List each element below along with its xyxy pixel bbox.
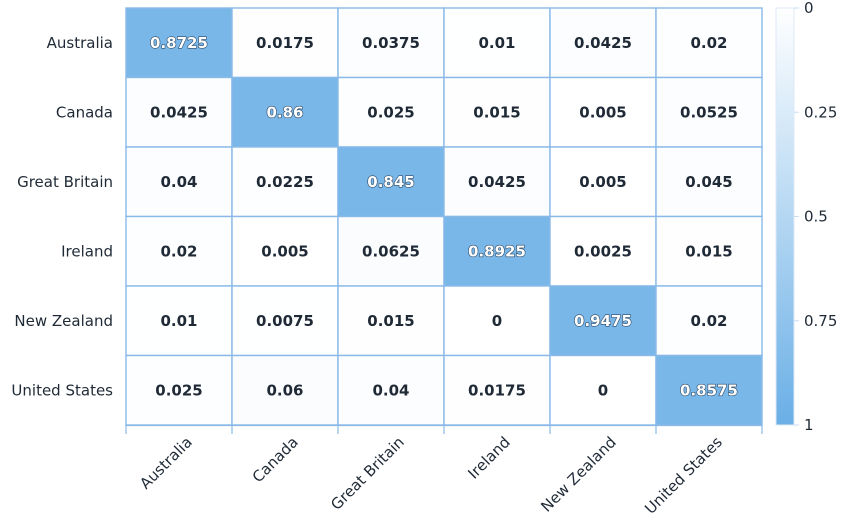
cell-value-label: 0.0225 [256,173,314,191]
x-axis-label: United States [641,433,726,518]
cell-value-label: 0 [492,312,502,330]
cell-value-label: 0.015 [367,312,414,330]
heatmap-cell [125,215,233,287]
cell-value-label: 0.005 [261,242,308,260]
y-axis-label: United States [11,381,113,399]
cell-value-label: 0.845 [367,173,414,191]
legend-tick-label: 0.25 [804,103,837,121]
heatmap-cell [231,7,339,79]
cell-value-label: 0.0625 [362,242,420,260]
cell-value-label: 0.0525 [680,103,738,121]
cell-value-label: 0.06 [266,381,303,399]
cell-value-label: 0.86 [266,103,303,121]
cell-value-label: 0.005 [579,103,626,121]
heatmap-cell [231,146,339,218]
heatmap-cell [655,215,763,287]
cell-value-label: 0.02 [690,34,727,52]
y-axis-label: Canada [56,103,113,121]
heatmap-cell [655,146,763,218]
legend-tick-label: 0.5 [804,208,828,226]
legend-tick-label: 0 [804,0,814,17]
cell-value-label: 0.0175 [256,34,314,52]
heatmap-cell [231,76,339,148]
x-axis-label: Great Britain [327,433,408,514]
heatmap-cell [125,354,233,426]
cell-value-label: 0 [598,381,608,399]
cell-value-label: 0.04 [372,381,409,399]
heatmap-cell [443,146,551,218]
x-axis-label: New Zealand [537,433,619,515]
heatmap-cell [337,215,445,287]
y-axis-label: Ireland [61,242,113,260]
heatmap-cell [337,285,445,357]
cell-value-label: 0.025 [155,381,202,399]
y-axis-label: Australia [47,34,113,52]
heatmap-cell [231,215,339,287]
heatmap-cell [125,285,233,357]
heatmap-cell [337,7,445,79]
cell-value-label: 0.04 [160,173,197,191]
cell-value-label: 0.0425 [574,34,632,52]
heatmap-cells [125,7,763,426]
cell-value-label: 0.015 [685,242,732,260]
cell-value-label: 0.0075 [256,312,314,330]
y-axis-label: New Zealand [14,312,113,330]
cell-value-label: 0.01 [160,312,197,330]
color-legend: 0 0.25 0.5 0.75 1 [775,0,837,434]
cell-value-label: 0.045 [685,173,732,191]
cell-value-labels: 0.8725 0.0175 0.0375 0.01 0.0425 0.02 0.0425 0.… [149,33,738,400]
heatmap-cell [443,215,551,287]
legend-tick-label: 1 [804,416,814,434]
cell-value-label: 0.025 [367,103,414,121]
cell-value-label: 0.8575 [680,381,738,399]
cell-value-label: 0.02 [160,242,197,260]
x-axis-label: Ireland [464,433,513,482]
cell-value-label: 0.8925 [468,242,526,260]
cell-value-label: 0.0175 [468,381,526,399]
cell-value-label: 0.02 [690,312,727,330]
cell-value-label: 0.0375 [362,34,420,52]
heatmap-cell [125,7,233,79]
cell-value-label: 0.005 [579,173,626,191]
heatmap-cell [443,285,551,357]
cell-value-label: 0.015 [473,103,520,121]
legend-tick-label: 0.75 [804,312,837,330]
cell-value-label: 0.0425 [150,103,208,121]
heatmap-cell [655,76,763,148]
cell-value-label: 0.9475 [574,312,632,330]
heatmap-cell [549,215,657,287]
cell-value-label: 0.8725 [150,34,208,52]
heatmap-cell [549,285,657,357]
heatmap-cell [443,76,551,148]
y-axis-labels: Australia Canada Great Britain Ireland New Z… [11,34,113,400]
legend-gradient-bar [775,7,795,426]
heatmap-cell [655,354,763,426]
heatmap-cell [549,146,657,218]
cell-value-label: 0.0425 [468,173,526,191]
cell-value-label: 0.0025 [574,242,632,260]
y-axis-label: Great Britain [17,173,113,191]
x-axis-label: Australia [136,433,196,493]
x-axis-label: Canada [249,433,302,486]
heatmap-cell [655,7,763,79]
cell-value-label: 0.01 [478,34,515,52]
x-axis: Australia Canada Great Britain Ireland New Z… [125,424,763,518]
heatmap-cell [655,285,763,357]
